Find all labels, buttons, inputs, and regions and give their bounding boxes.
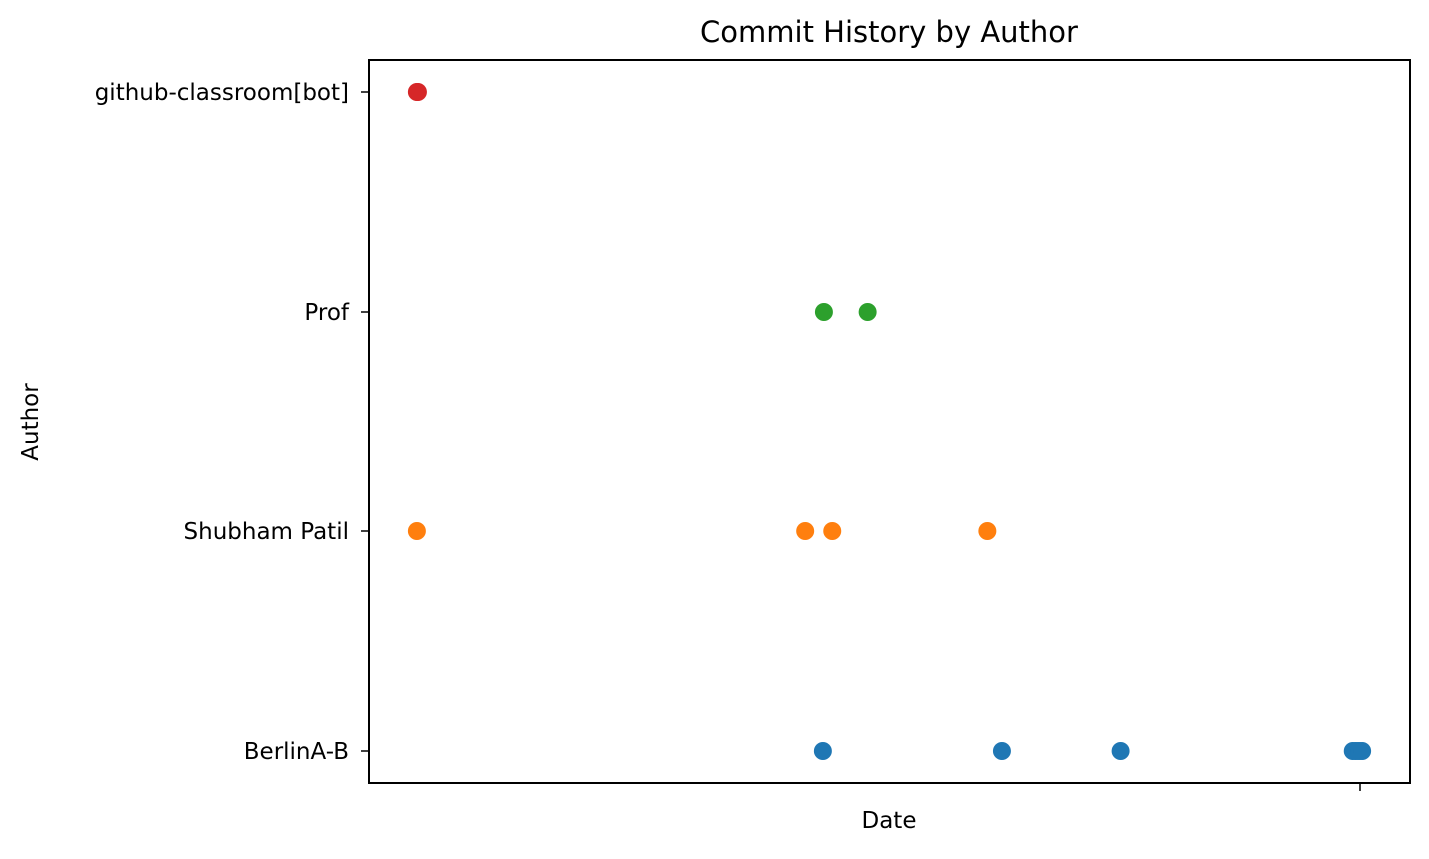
y-tick-label: Shubham Patil: [184, 519, 349, 545]
y-axis-ticks: BerlinA-B Shubham Patil Prof github-classro…: [95, 80, 369, 765]
data-point: [407, 522, 426, 540]
y-tick-label: BerlinA-B: [244, 739, 349, 765]
data-point: [992, 742, 1011, 760]
data-points: [407, 83, 1372, 760]
data-point: [813, 742, 832, 760]
data-point: [814, 303, 833, 321]
data-point: [408, 83, 427, 101]
y-tick-label: Prof: [304, 300, 349, 326]
y-tick-label: github-classroom[bot]: [95, 80, 349, 106]
data-point: [858, 303, 877, 321]
y-axis-label: Author: [18, 383, 44, 461]
data-point: [796, 522, 815, 540]
data-point: [823, 522, 842, 540]
data-point: [978, 522, 997, 540]
chart-title: Commit History by Author: [700, 15, 1078, 49]
x-axis-label: Date: [862, 808, 917, 834]
plot-area-frame: [368, 59, 1411, 784]
data-point: [1353, 742, 1372, 760]
data-point: [1111, 742, 1130, 760]
